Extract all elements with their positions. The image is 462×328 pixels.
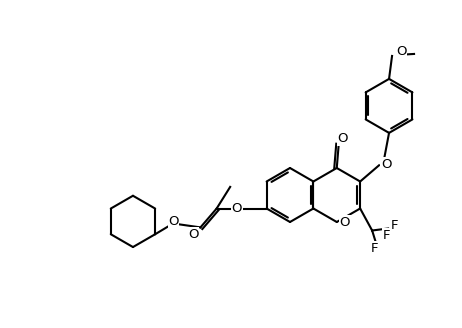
Text: O: O xyxy=(340,215,350,229)
Text: F: F xyxy=(390,219,398,232)
Text: O: O xyxy=(338,132,348,145)
Text: O: O xyxy=(168,215,179,228)
Text: O: O xyxy=(188,228,199,241)
Text: F: F xyxy=(371,242,378,255)
Text: O: O xyxy=(231,202,242,215)
Text: O: O xyxy=(381,158,391,171)
Text: O: O xyxy=(396,46,406,58)
Text: F: F xyxy=(383,229,390,242)
